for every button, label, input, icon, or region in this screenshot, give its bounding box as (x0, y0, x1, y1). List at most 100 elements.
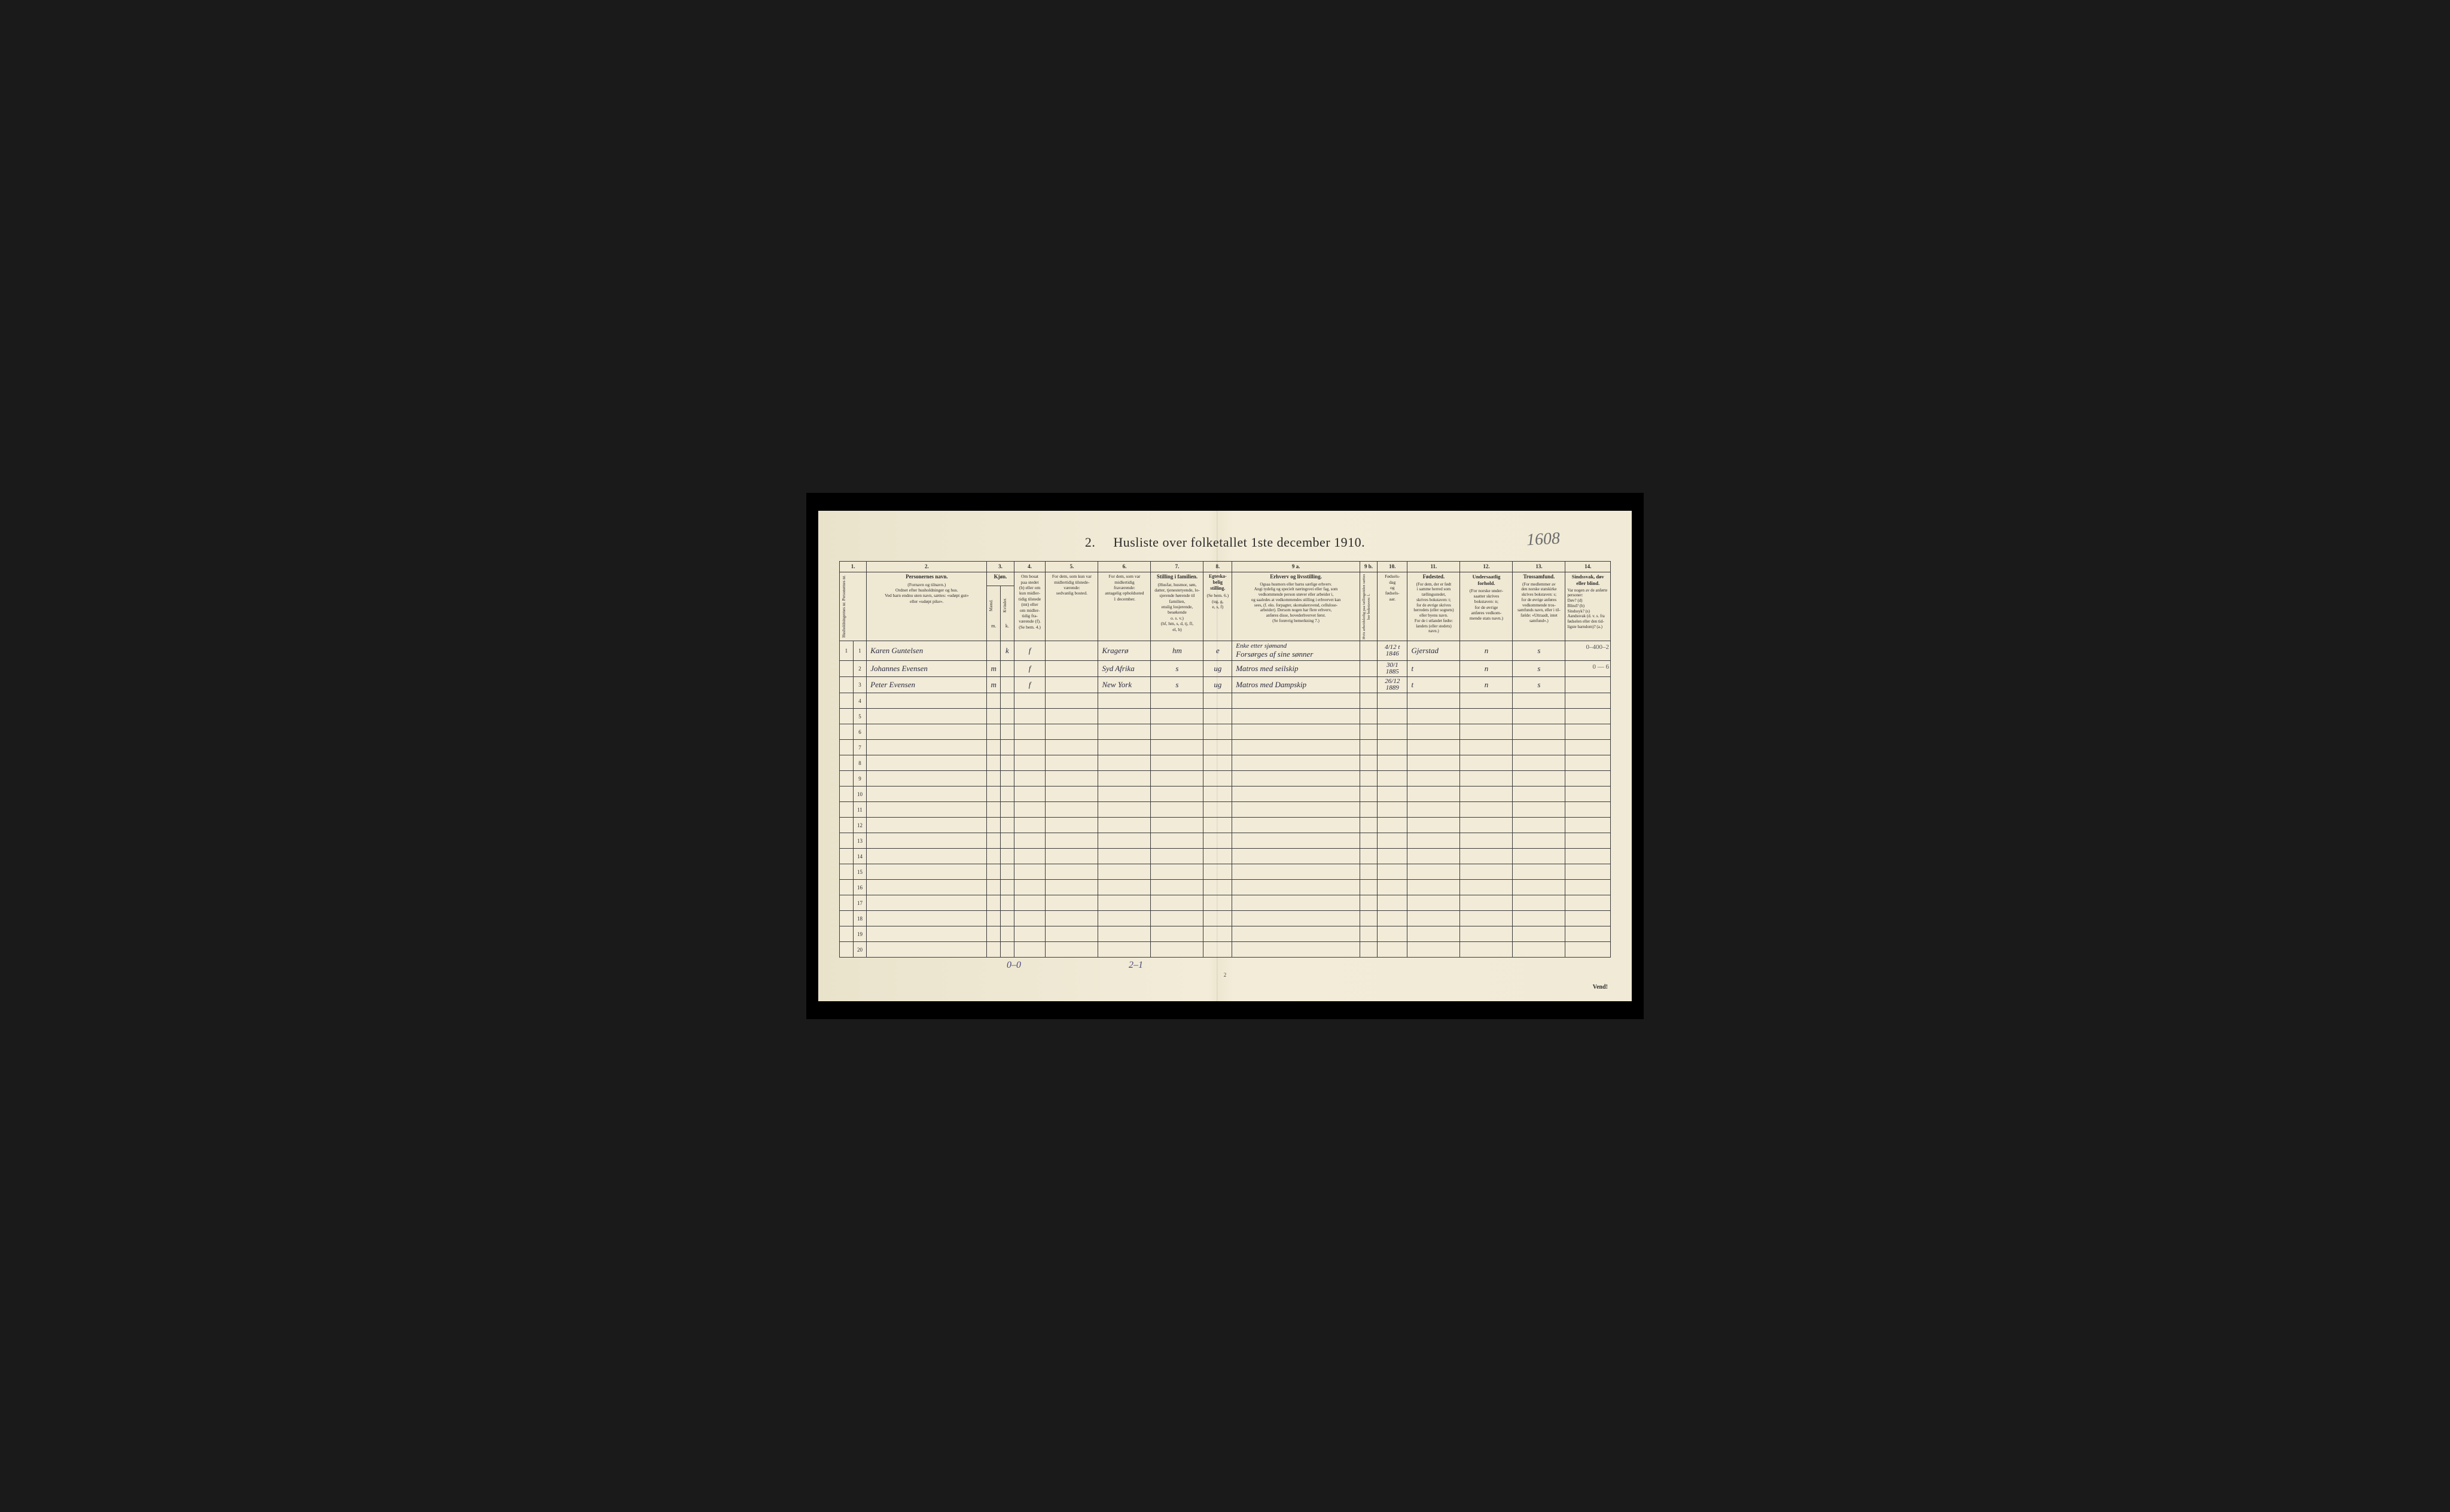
cell-empty (1565, 942, 1611, 958)
cell-col14: 0 — 6 (1565, 661, 1611, 677)
cell-empty (1046, 802, 1098, 818)
table-row-empty: 10 (840, 787, 1611, 802)
household-num (840, 911, 854, 926)
cell-empty (987, 755, 1001, 771)
hdr-col14: Sindssvak, døv eller blind. Var nogen av… (1565, 572, 1611, 641)
cell-empty (1378, 911, 1407, 926)
cell-col7: hm (1151, 641, 1203, 661)
cell-col4: f (1014, 677, 1046, 693)
cell-col13: s (1513, 641, 1565, 661)
cell-empty (867, 771, 987, 787)
cell-empty (1098, 895, 1151, 911)
colnum-11: 11. (1407, 562, 1460, 572)
cell-empty (1407, 911, 1460, 926)
cell-empty (1046, 818, 1098, 833)
cell-empty (1203, 864, 1232, 880)
cell-empty (1098, 880, 1151, 895)
cell-empty (1565, 833, 1611, 849)
cell-empty (1046, 942, 1098, 958)
cell-empty (1014, 864, 1046, 880)
cell-empty (1001, 926, 1014, 942)
cell-col10: 26/12 1889 (1378, 677, 1407, 693)
cell-empty (1360, 802, 1377, 818)
cell-empty (1460, 818, 1513, 833)
cell-empty (987, 880, 1001, 895)
cell-empty (1378, 864, 1407, 880)
cell-col6: Syd Afrika (1098, 661, 1151, 677)
cell-empty (1014, 755, 1046, 771)
document-wrapper: 2. Husliste over folketallet 1ste decemb… (806, 493, 1644, 1019)
cell-empty (1203, 740, 1232, 755)
table-row-empty: 7 (840, 740, 1611, 755)
cell-empty (1098, 818, 1151, 833)
cell-empty (1151, 771, 1203, 787)
table-row-empty: 9 (840, 771, 1611, 787)
vend-label: Vend! (1593, 984, 1608, 990)
cell-empty (1360, 864, 1377, 880)
cell-empty (1407, 849, 1460, 864)
cell-empty (867, 787, 987, 802)
cell-empty (1513, 724, 1565, 740)
cell-empty (1203, 926, 1232, 942)
cell-empty (1203, 833, 1232, 849)
cell-empty (1203, 755, 1232, 771)
household-num (840, 880, 854, 895)
cell-empty (1513, 849, 1565, 864)
person-num: 20 (853, 942, 867, 958)
hdr-col8: Egteska- belig stilling. (Se bem. 6.) (u… (1203, 572, 1232, 641)
cell-empty (1014, 709, 1046, 724)
cell-empty (1001, 771, 1014, 787)
cell-empty (1460, 880, 1513, 895)
person-num: 17 (853, 895, 867, 911)
cell-empty (1001, 709, 1014, 724)
cell-sex-k: k (1001, 641, 1014, 661)
census-page: 2. Husliste over folketallet 1ste decemb… (818, 511, 1632, 1001)
cell-empty (1046, 926, 1098, 942)
cell-empty (1232, 926, 1360, 942)
title-prefix: 2. (1085, 535, 1096, 550)
cell-empty (1014, 926, 1046, 942)
table-row-empty: 12 (840, 818, 1611, 833)
cell-empty (1151, 755, 1203, 771)
cell-empty (1460, 802, 1513, 818)
cell-empty (1203, 802, 1232, 818)
cell-empty (1565, 818, 1611, 833)
census-table: 1. 2. 3. 4. 5. 6. 7. 8. 9 a. 9 b. 10. 11… (839, 561, 1611, 958)
cell-empty (1407, 895, 1460, 911)
cell-empty (1378, 787, 1407, 802)
household-num: 1 (840, 641, 854, 661)
table-row-empty: 4 (840, 693, 1611, 709)
colnum-3: 3. (987, 562, 1014, 572)
cell-empty (1014, 802, 1046, 818)
colnum-4: 4. (1014, 562, 1046, 572)
hdr-col7: Stilling i familien. (Husfar, husmor, sø… (1151, 572, 1203, 641)
cell-empty (1001, 724, 1014, 740)
cell-col9b (1360, 641, 1377, 661)
person-num: 9 (853, 771, 867, 787)
hdr-col10: Fødsels- dag og fødsels- aar. (1378, 572, 1407, 641)
cell-empty (1378, 709, 1407, 724)
cell-empty (1001, 911, 1014, 926)
table-row: 3 Peter Evensen m f New York s ug Matros… (840, 677, 1611, 693)
cell-empty (1460, 895, 1513, 911)
cell-empty (1565, 693, 1611, 709)
cell-empty (987, 787, 1001, 802)
household-num (840, 724, 854, 740)
person-num: 2 (853, 661, 867, 677)
cell-empty (1014, 818, 1046, 833)
cell-col8: e (1203, 641, 1232, 661)
cell-empty (1513, 880, 1565, 895)
cell-empty (1460, 740, 1513, 755)
cell-empty (1014, 849, 1046, 864)
cell-empty (1203, 942, 1232, 958)
cell-empty (1151, 911, 1203, 926)
cell-empty (1098, 942, 1151, 958)
table-row-empty: 19 (840, 926, 1611, 942)
cell-empty (1232, 802, 1360, 818)
cell-empty (1407, 771, 1460, 787)
person-num: 3 (853, 677, 867, 693)
person-num: 19 (853, 926, 867, 942)
cell-empty (1378, 926, 1407, 942)
cell-empty (1203, 895, 1232, 911)
cell-empty (1378, 724, 1407, 740)
